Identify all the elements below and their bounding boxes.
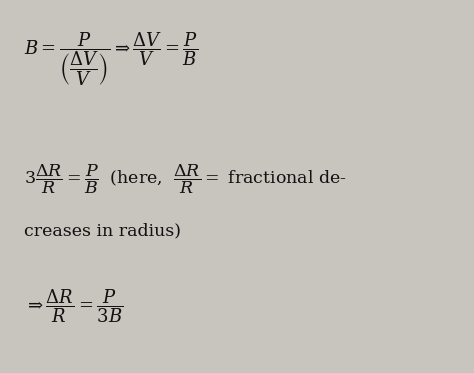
Text: $\Rightarrow \dfrac{\Delta R}{R} = \dfrac{P}{3B}$: $\Rightarrow \dfrac{\Delta R}{R} = \dfra…	[24, 287, 123, 325]
Text: creases in radius): creases in radius)	[24, 223, 181, 240]
Text: $B= \dfrac{P}{\left(\dfrac{\Delta V}{V}\right)} \Rightarrow \dfrac{\Delta V}{V} : $B= \dfrac{P}{\left(\dfrac{\Delta V}{V}\…	[24, 31, 198, 88]
Text: $3\dfrac{\Delta R}{R} = \dfrac{P}{B}$  (here,  $\dfrac{\Delta R}{R} =$ fractiona: $3\dfrac{\Delta R}{R} = \dfrac{P}{B}$ (h…	[24, 162, 346, 196]
